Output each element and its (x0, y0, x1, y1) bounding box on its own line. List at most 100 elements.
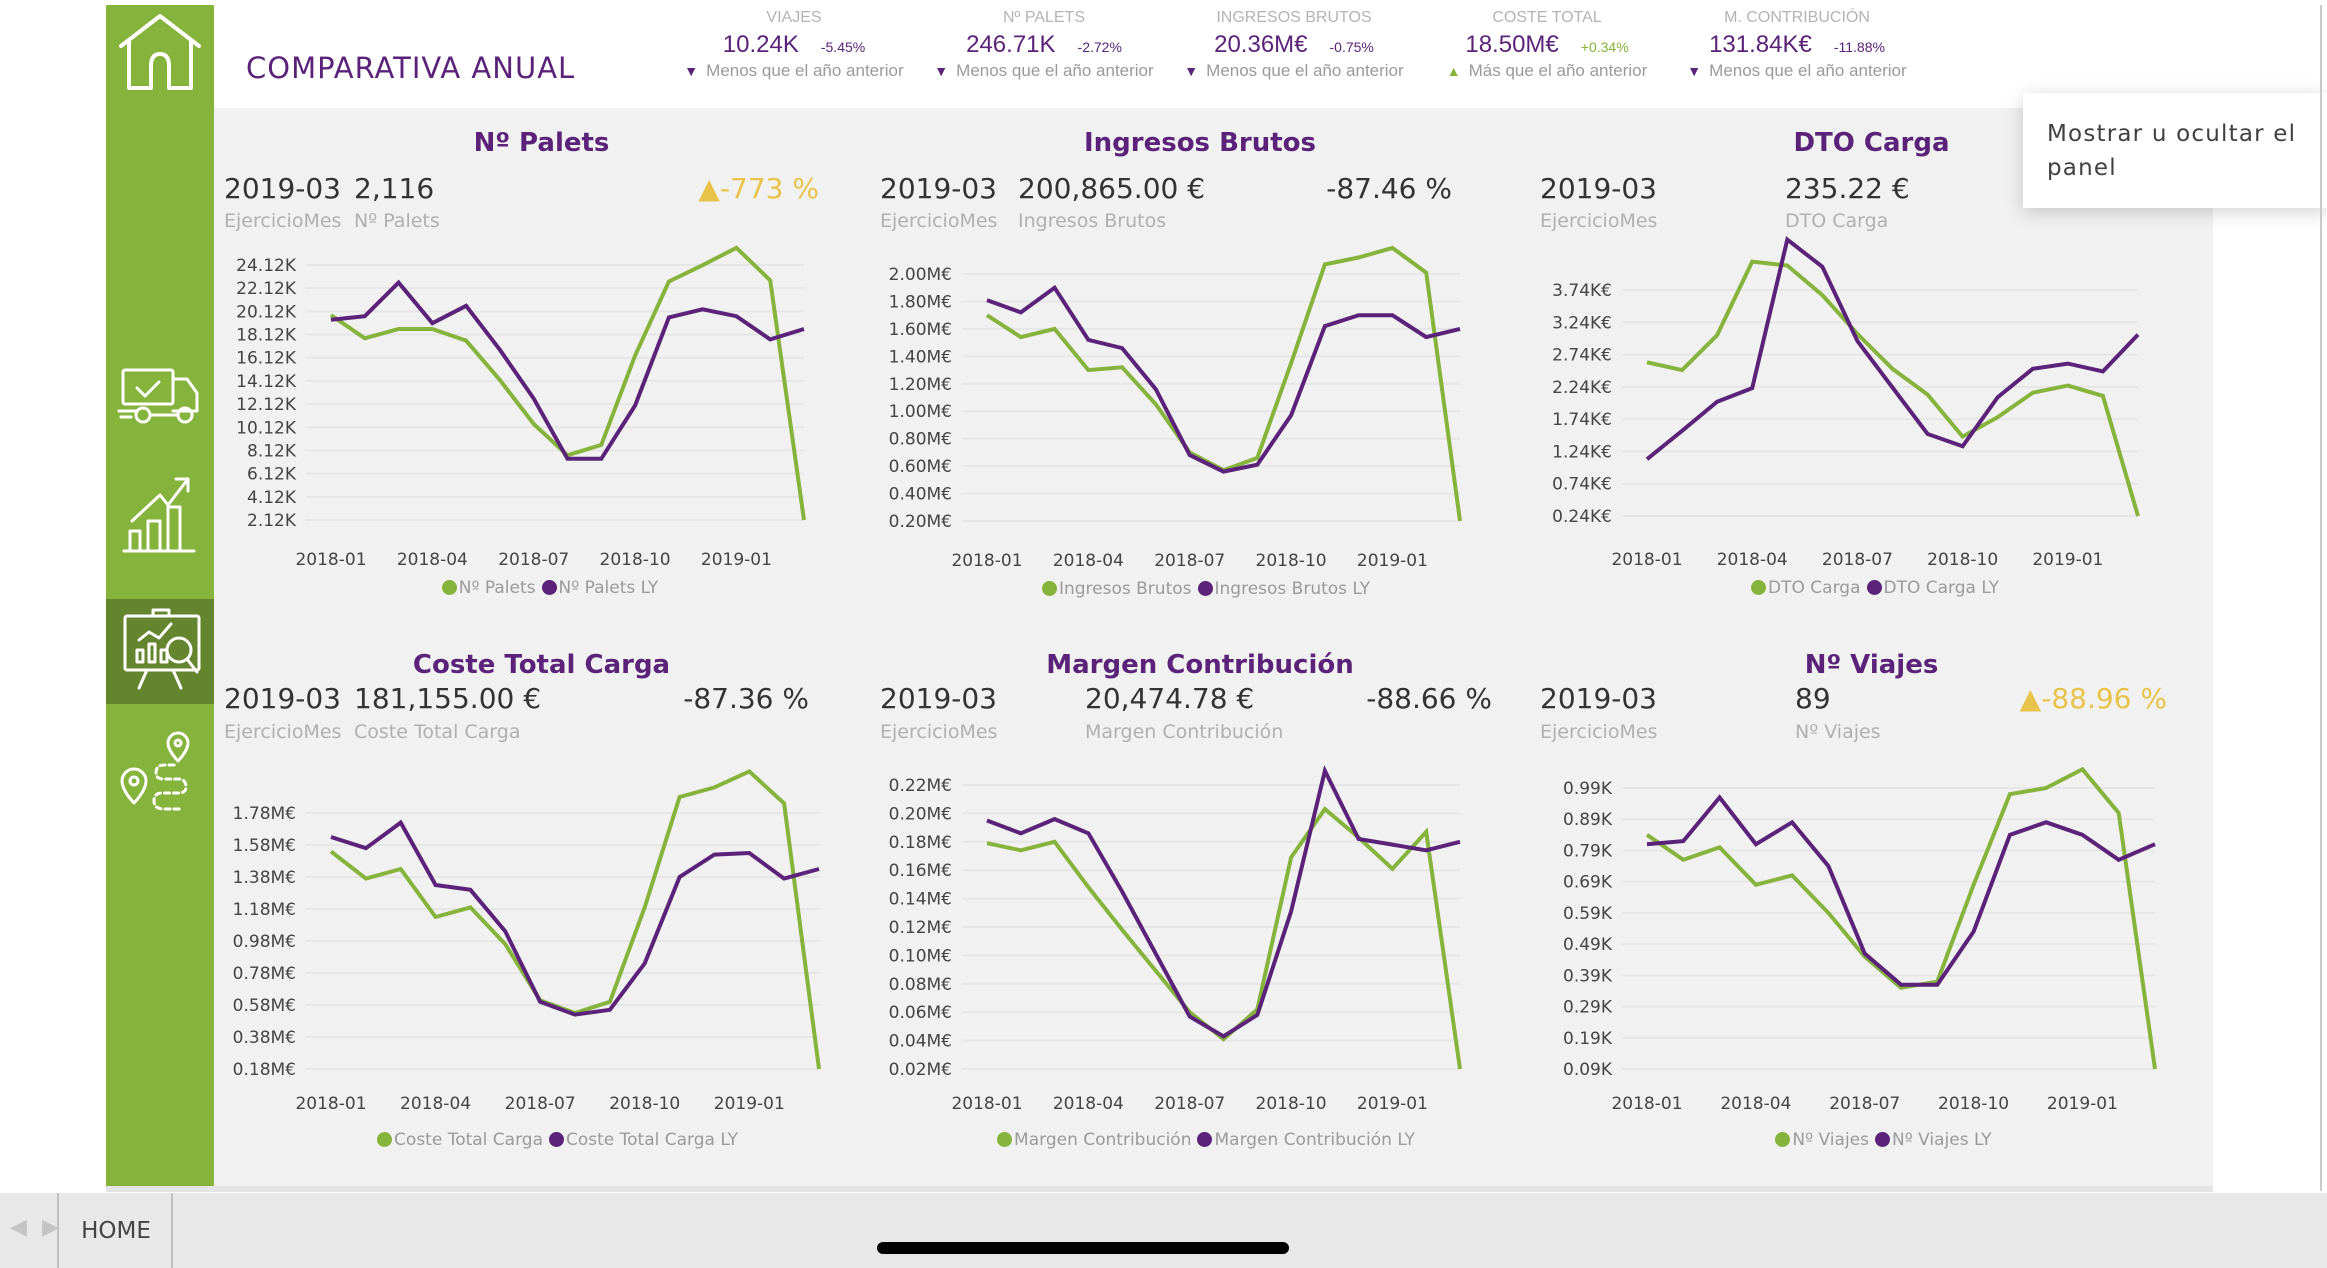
chart-panel[interactable]: Nº Viajes 2019-03 EjercicioMes 89 Nº Via… (1530, 640, 2213, 1186)
series-line-last-year[interactable] (986, 764, 1461, 1039)
data-point-current[interactable] (1816, 289, 1828, 301)
data-point-current[interactable] (1386, 863, 1398, 875)
data-point-last-year[interactable] (604, 1004, 616, 1016)
data-point-current[interactable] (1082, 364, 1094, 376)
legend-item[interactable]: Ingresos Brutos LY (1197, 579, 1370, 599)
data-point-current[interactable] (743, 765, 755, 777)
data-point-current[interactable] (395, 863, 407, 875)
data-point-current[interactable] (360, 873, 372, 885)
data-point-last-year[interactable] (743, 847, 755, 859)
data-point-current[interactable] (2040, 782, 2052, 794)
data-point-last-year[interactable] (1454, 836, 1466, 848)
data-point-last-year[interactable] (325, 314, 337, 326)
data-point-current[interactable] (1386, 242, 1398, 254)
sidebar-item-delivery[interactable] (106, 350, 214, 445)
data-point-last-year[interactable] (1822, 860, 1834, 872)
data-point-current[interactable] (708, 781, 720, 793)
chart-panel[interactable]: DTO Carga 2019-03 EjercicioMes 235.22 € … (1530, 108, 2213, 640)
data-point-current[interactable] (1049, 323, 1061, 335)
data-point-current[interactable] (730, 242, 742, 254)
data-point-last-year[interactable] (1641, 838, 1653, 850)
data-point-last-year[interactable] (1386, 309, 1398, 321)
next-page-arrow-icon[interactable]: ▶ (42, 1215, 59, 1240)
data-point-last-year[interactable] (1150, 948, 1162, 960)
data-point-current[interactable] (2149, 1063, 2161, 1075)
data-point-current[interactable] (1015, 331, 1027, 343)
sidebar-item-home[interactable] (106, 5, 214, 100)
series-line-current[interactable] (1646, 259, 2140, 517)
data-point-current[interactable] (460, 335, 472, 347)
data-point-last-year[interactable] (1285, 905, 1297, 917)
data-point-last-year[interactable] (674, 871, 686, 883)
data-point-last-year[interactable] (2149, 838, 2161, 850)
data-point-last-year[interactable] (2004, 829, 2016, 841)
data-point-last-year[interactable] (460, 300, 472, 312)
data-point-last-year[interactable] (1714, 791, 1726, 803)
data-point-last-year[interactable] (494, 344, 506, 356)
data-point-current[interactable] (1454, 515, 1466, 527)
legend-item[interactable]: Coste Total Carga LY (549, 1130, 738, 1150)
data-point-current[interactable] (393, 323, 405, 335)
chart-panel[interactable]: Ingresos Brutos 2019-03 EjercicioMes 200… (870, 108, 1530, 640)
data-point-last-year[interactable] (764, 333, 776, 345)
data-point-current[interactable] (1676, 364, 1688, 376)
data-point-last-year[interactable] (778, 873, 790, 885)
data-point-current[interactable] (494, 374, 506, 386)
data-point-current[interactable] (1992, 411, 2004, 423)
data-point-current[interactable] (1353, 252, 1365, 264)
home-indicator-bar[interactable] (877, 1242, 1289, 1254)
data-point-last-year[interactable] (595, 453, 607, 465)
data-point-last-year[interactable] (1454, 323, 1466, 335)
data-point-last-year[interactable] (426, 317, 438, 329)
data-point-current[interactable] (813, 1063, 825, 1075)
data-point-current[interactable] (1116, 361, 1128, 373)
series-line-last-year[interactable] (1646, 794, 2156, 987)
data-point-last-year[interactable] (730, 310, 742, 322)
data-point-current[interactable] (1714, 841, 1726, 853)
data-point-current[interactable] (1082, 881, 1094, 893)
data-point-current[interactable] (674, 791, 686, 803)
data-point-last-year[interactable] (1082, 334, 1094, 346)
data-point-current[interactable] (528, 418, 540, 430)
data-point-last-year[interactable] (1049, 282, 1061, 294)
data-point-current[interactable] (1319, 803, 1331, 815)
chart-panel[interactable]: Coste Total Carga 2019-03 EjercicioMes 1… (214, 640, 869, 1186)
data-point-last-year[interactable] (534, 996, 546, 1008)
data-point-last-year[interactable] (1319, 320, 1331, 332)
data-point-current[interactable] (1922, 389, 1934, 401)
series-line-current[interactable] (986, 806, 1462, 1070)
data-point-current[interactable] (2097, 390, 2109, 402)
data-point-last-year[interactable] (1353, 833, 1365, 845)
sidebar-item-routes[interactable] (106, 720, 214, 830)
data-point-last-year[interactable] (359, 310, 371, 322)
data-point-last-year[interactable] (1218, 1030, 1230, 1042)
data-point-last-year[interactable] (981, 294, 993, 306)
data-point-current[interactable] (1049, 836, 1061, 848)
data-point-last-year[interactable] (629, 400, 641, 412)
data-point-last-year[interactable] (1082, 827, 1094, 839)
data-point-last-year[interactable] (499, 925, 511, 937)
data-point-current[interactable] (1420, 826, 1432, 838)
data-point-last-year[interactable] (1116, 886, 1128, 898)
data-point-last-year[interactable] (360, 842, 372, 854)
data-point-last-year[interactable] (1420, 331, 1432, 343)
data-point-last-year[interactable] (1319, 765, 1331, 777)
prev-page-arrow-icon[interactable]: ◀ (10, 1215, 27, 1240)
data-point-last-year[interactable] (1251, 459, 1263, 471)
data-point-current[interactable] (1285, 357, 1297, 369)
data-point-current[interactable] (464, 901, 476, 913)
data-point-last-year[interactable] (1015, 306, 1027, 318)
data-point-last-year[interactable] (697, 303, 709, 315)
data-point-last-year[interactable] (1420, 844, 1432, 856)
data-point-last-year[interactable] (1922, 428, 1934, 440)
data-point-current[interactable] (2062, 380, 2074, 392)
data-point-current[interactable] (1641, 356, 1653, 368)
data-point-current[interactable] (1015, 844, 1027, 856)
data-point-current[interactable] (1319, 258, 1331, 270)
data-point-last-year[interactable] (1746, 382, 1758, 394)
data-point-last-year[interactable] (2040, 816, 2052, 828)
data-point-last-year[interactable] (393, 277, 405, 289)
data-point-last-year[interactable] (981, 815, 993, 827)
legend-item[interactable]: Margen Contribución (997, 1130, 1191, 1150)
data-point-last-year[interactable] (1781, 234, 1793, 246)
